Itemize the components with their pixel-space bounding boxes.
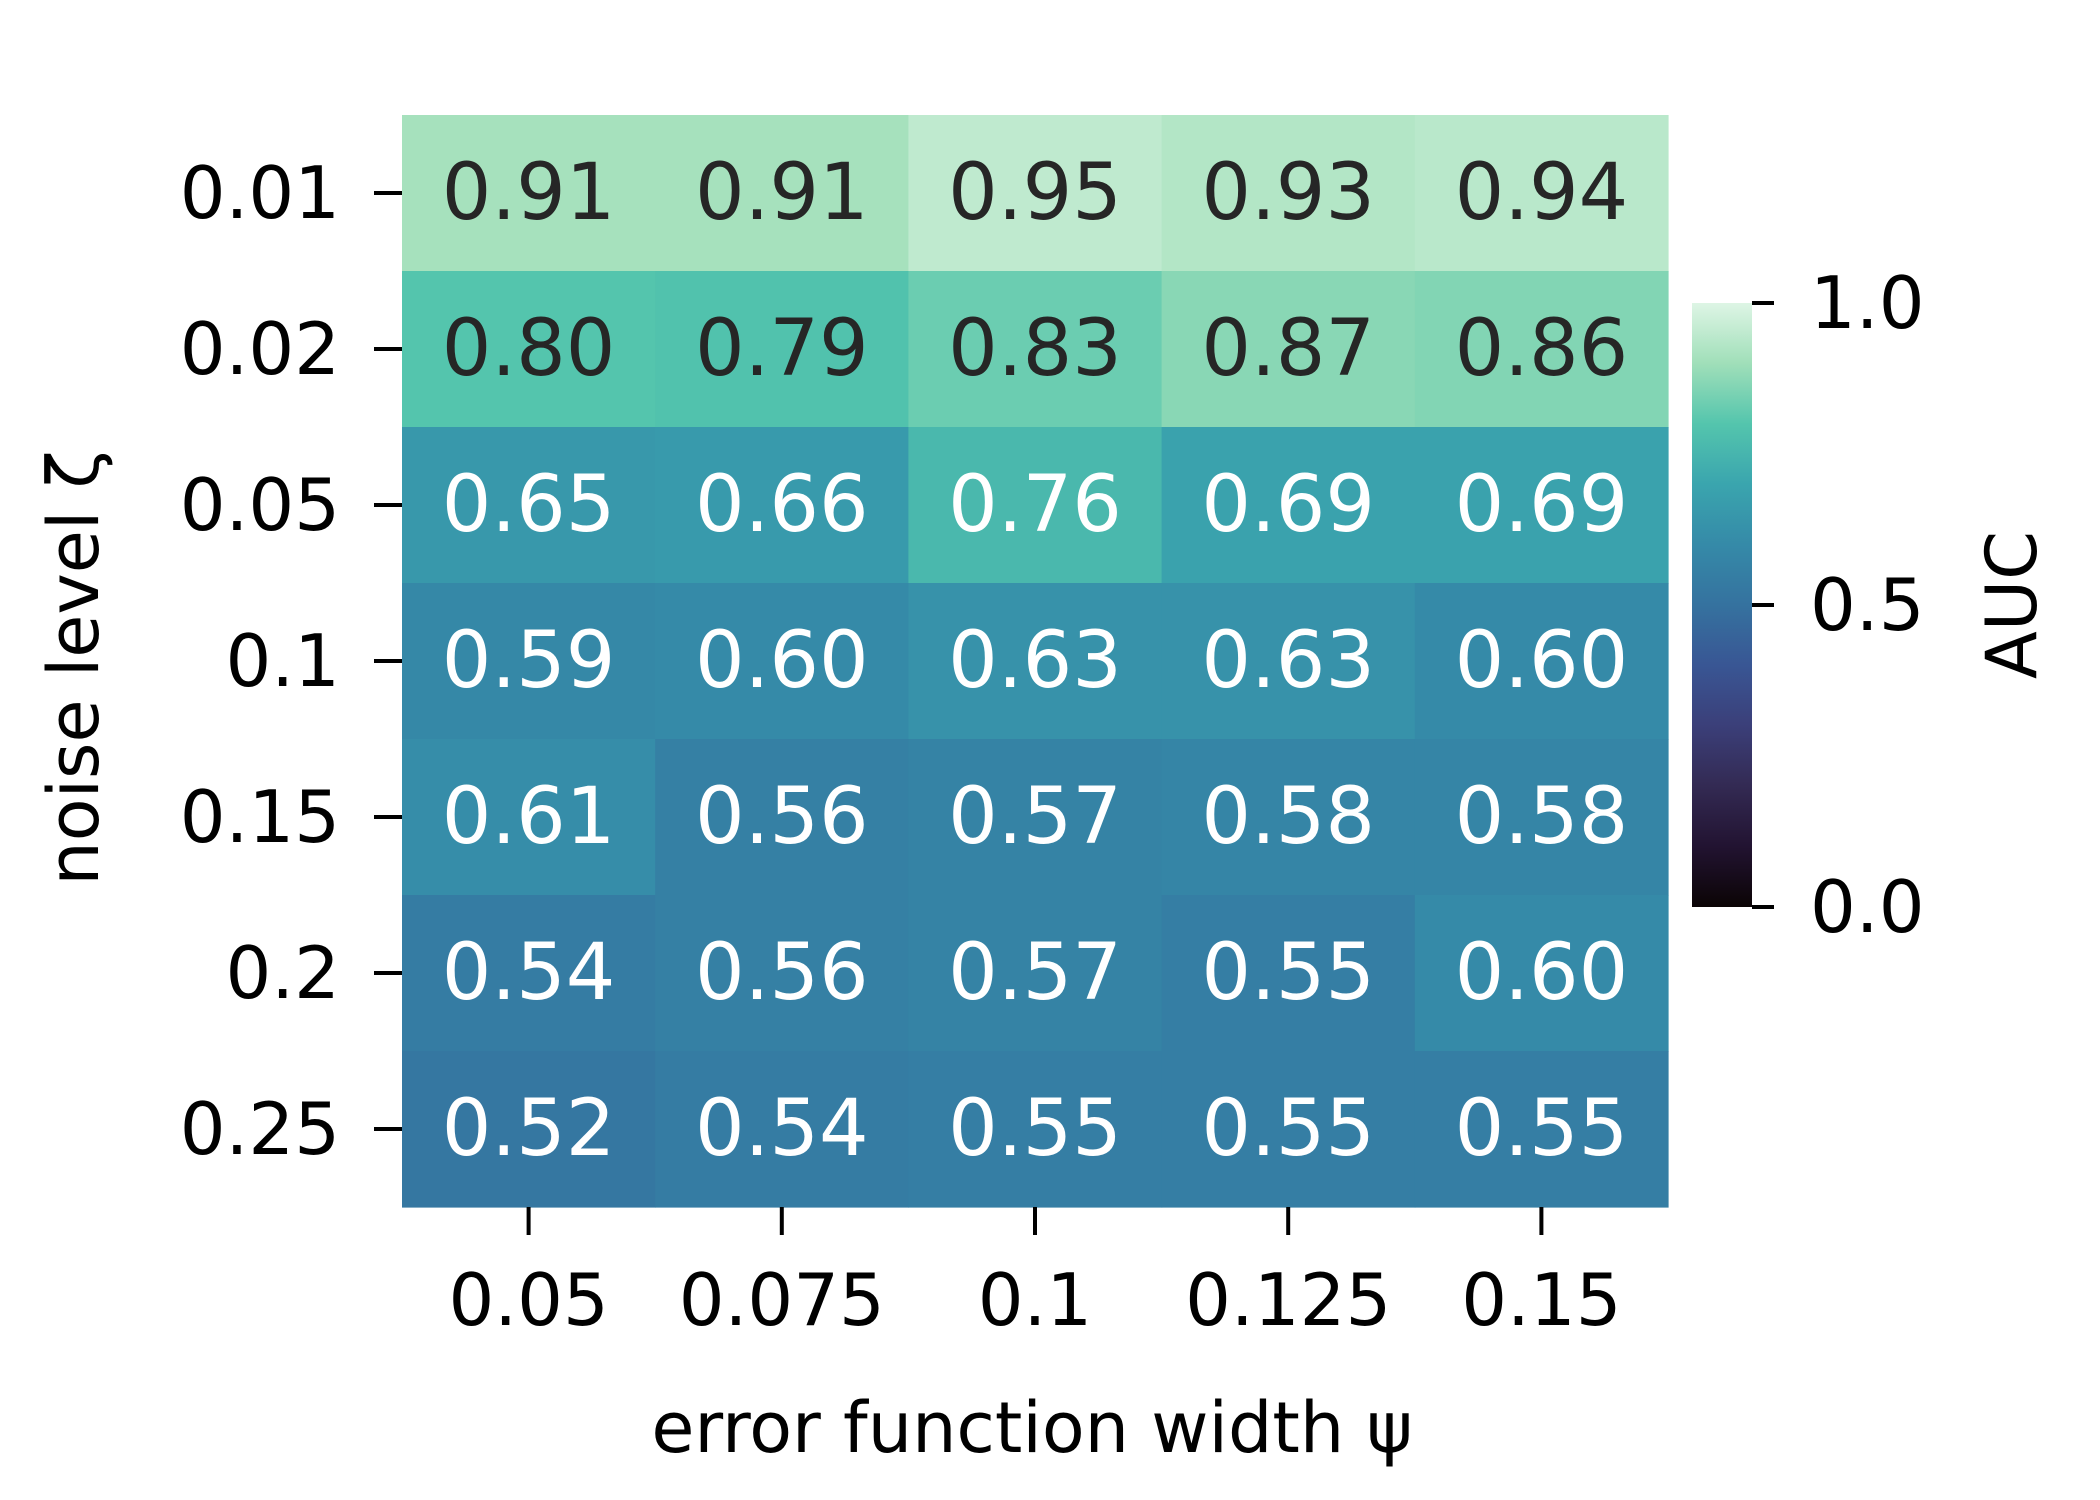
heatmap-cell (1161, 115, 1416, 272)
cell-value-label: 0.63 (1201, 616, 1375, 706)
cell-value-label: 0.83 (948, 304, 1122, 394)
heatmap-cell (655, 427, 909, 584)
heatmap-cell (908, 271, 1163, 428)
heatmap-cell (1161, 427, 1416, 584)
heatmap-cell (402, 271, 656, 428)
heatmap-cell (1414, 1051, 1669, 1208)
heatmap-cell (1414, 739, 1669, 896)
heatmap-cell (402, 739, 656, 896)
heatmap-cell (655, 895, 909, 1052)
y-tick-label: 0.05 (180, 463, 340, 547)
colorbar-tick-label: 0.5 (1810, 563, 1925, 647)
heatmap-cell (655, 1051, 909, 1208)
cell-value-label: 0.55 (1201, 928, 1375, 1018)
cell-value-label: 0.60 (1455, 616, 1629, 706)
heatmap-cell (1414, 583, 1669, 740)
heatmap-cell (908, 1051, 1163, 1208)
cell-value-label: 0.86 (1455, 304, 1629, 394)
cell-value-label: 0.91 (442, 148, 616, 238)
cell-value-label: 0.63 (948, 616, 1122, 706)
cell-value-label: 0.54 (442, 928, 616, 1018)
heatmap-cell (1161, 739, 1416, 896)
heatmap-cell (1161, 895, 1416, 1052)
heatmap-cell (1161, 271, 1416, 428)
x-axis-label: error function width ψ (651, 1387, 1412, 1469)
y-axis: 0.01 0.02 0.05 0.1 0.15 0.2 0.25 (180, 151, 402, 1171)
heatmap-cell (402, 1051, 656, 1208)
cell-value-label: 0.60 (695, 616, 869, 706)
y-tick-label: 0.15 (180, 775, 340, 859)
y-tick-label: 0.01 (180, 151, 340, 235)
heatmap-cell (1414, 427, 1669, 584)
y-tick-label: 0.2 (225, 931, 340, 1015)
heatmap-cells (402, 115, 1669, 1208)
cell-value-label: 0.55 (1455, 1084, 1629, 1174)
colorbar-tick-label: 0.0 (1810, 865, 1925, 949)
cell-value-label: 0.94 (1455, 148, 1629, 238)
y-axis-label: noise level ζ (33, 450, 115, 885)
cell-value-label: 0.66 (695, 460, 869, 550)
heatmap-cell (402, 895, 656, 1052)
heatmap-cell (908, 895, 1163, 1052)
cell-value-label: 0.57 (948, 928, 1122, 1018)
heatmap-cell (1161, 1051, 1416, 1208)
cell-value-label: 0.56 (695, 928, 869, 1018)
heatmap-cell (1414, 271, 1669, 428)
cell-value-label: 0.87 (1201, 304, 1375, 394)
cell-value-label: 0.55 (948, 1084, 1122, 1174)
colorbar-ticks: 0.0 0.5 1.0 (1752, 261, 1925, 949)
cell-value-label: 0.58 (1455, 772, 1629, 862)
y-tick-label: 0.1 (225, 619, 340, 703)
heatmap-cell (402, 427, 656, 584)
cell-value-label: 0.69 (1201, 460, 1375, 550)
heatmap-cell (1414, 895, 1669, 1052)
heatmap-cell (655, 271, 909, 428)
cell-value-label: 0.54 (695, 1084, 869, 1174)
heatmap-value-labels: 0.91 0.91 0.95 0.93 0.94 0.80 0.79 0.83 0.87 0.86… (442, 148, 1628, 1174)
cell-value-label: 0.80 (442, 304, 616, 394)
heatmap-cell (655, 739, 909, 896)
x-axis: 0.05 0.075 0.1 0.125 0.15 (448, 1207, 1622, 1342)
heatmap-cell (402, 115, 656, 272)
heatmap-cell (1414, 115, 1669, 272)
heatmap-cell (908, 583, 1163, 740)
x-tick-label: 0.125 (1185, 1258, 1391, 1342)
heatmap-cell (655, 115, 909, 272)
colorbar-tick-label: 1.0 (1810, 261, 1925, 345)
heatmap-cell (655, 583, 909, 740)
colorbar-gradient (1692, 303, 1752, 907)
cell-value-label: 0.58 (1201, 772, 1375, 862)
x-tick-label: 0.1 (978, 1258, 1093, 1342)
cell-value-label: 0.65 (442, 460, 616, 550)
cell-value-label: 0.52 (442, 1084, 616, 1174)
cell-value-label: 0.91 (695, 148, 869, 238)
colorbar-label: AUC (1971, 531, 2053, 679)
cell-value-label: 0.69 (1455, 460, 1629, 550)
cell-value-label: 0.76 (948, 460, 1122, 550)
heatmap-cell (908, 115, 1163, 272)
cell-value-label: 0.79 (695, 304, 869, 394)
y-tick-label: 0.25 (180, 1087, 340, 1171)
colorbar: 0.0 0.5 1.0 AUC (1692, 261, 2053, 949)
cell-value-label: 0.95 (948, 148, 1122, 238)
heatmap-cell (908, 427, 1163, 584)
heatmap-cell (908, 739, 1163, 896)
cell-value-label: 0.57 (948, 772, 1122, 862)
cell-value-label: 0.93 (1201, 148, 1375, 238)
y-tick-label: 0.02 (180, 307, 340, 391)
x-tick-label: 0.075 (679, 1258, 885, 1342)
cell-value-label: 0.55 (1201, 1084, 1375, 1174)
cell-value-label: 0.60 (1455, 928, 1629, 1018)
cell-value-label: 0.59 (442, 616, 616, 706)
cell-value-label: 0.61 (442, 772, 616, 862)
x-tick-label: 0.15 (1461, 1258, 1621, 1342)
x-tick-label: 0.05 (448, 1258, 608, 1342)
heatmap-cell (402, 583, 656, 740)
heatmap-cell (1161, 583, 1416, 740)
cell-value-label: 0.56 (695, 772, 869, 862)
